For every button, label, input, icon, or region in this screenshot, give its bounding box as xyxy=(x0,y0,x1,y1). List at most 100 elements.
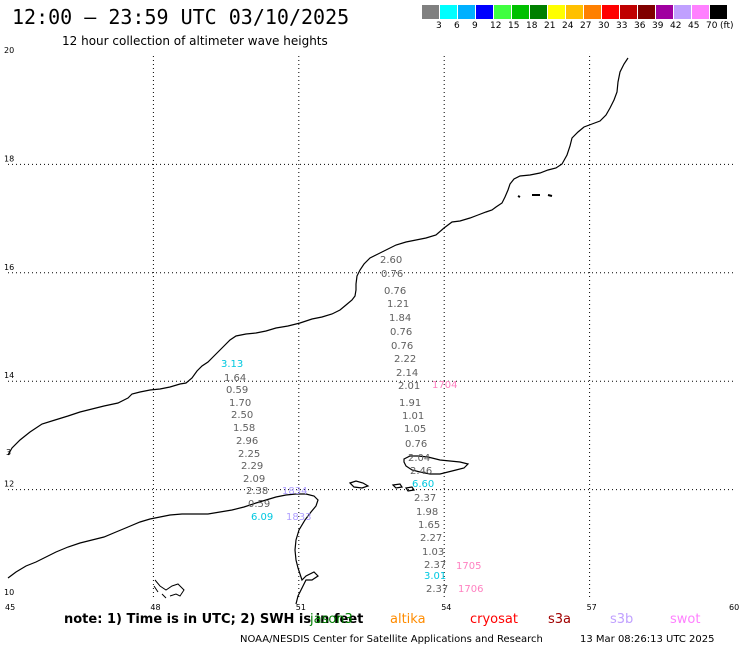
legend-swatch xyxy=(476,5,494,19)
legend-label: 15 xyxy=(508,21,520,31)
legend-label: 30 xyxy=(598,21,610,31)
legend-swatches xyxy=(422,5,732,19)
coastline-islet-3 xyxy=(404,486,416,492)
legend-swatch xyxy=(458,5,476,19)
legend-swatch xyxy=(494,5,512,19)
wave-height-label: 3.13 xyxy=(221,359,243,370)
legend-label: 18 xyxy=(526,21,538,31)
wave-height-label: 2.50 xyxy=(231,410,253,421)
legend-label: 39 xyxy=(652,21,664,31)
wave-height-label: 2.60 xyxy=(380,255,402,266)
satellite-label-s3a: s3a xyxy=(548,612,572,627)
wave-height-label: 2.04 xyxy=(408,453,430,464)
wave-height-label: 1.65 xyxy=(418,520,440,531)
lon-tick-label: 45 xyxy=(5,603,15,610)
satellite-label-swot: swot xyxy=(670,612,701,627)
satellite-label-altika: altika xyxy=(390,612,426,627)
wave-height-label: 1.84 xyxy=(389,313,411,324)
legend-swatch xyxy=(530,5,548,19)
legend-label: 21 xyxy=(544,21,556,31)
footnote: note: 1) Time is in UTC; 2) SWH is in fe… xyxy=(64,612,364,627)
pass-time-label: 1704 xyxy=(432,380,457,391)
wave-height-label: 2.38 xyxy=(246,486,268,497)
wave-height-label: 0.59 xyxy=(226,385,248,396)
wave-height-label: 0.76 xyxy=(391,341,413,352)
coastline-islet-2 xyxy=(391,483,404,489)
wave-height-label: 2.37 xyxy=(414,493,436,504)
legend-swatch xyxy=(620,5,638,19)
wave-height-label: 0.76 xyxy=(405,439,427,450)
wave-height-label: 2.14 xyxy=(396,368,418,379)
wave-height-label: 6.09 xyxy=(251,512,273,523)
lon-tick-label: 54 xyxy=(441,603,451,610)
wave-height-label: 0.76 xyxy=(381,269,403,280)
lon-tick-label: 57 xyxy=(587,603,597,610)
coastline-islet-1 xyxy=(348,480,370,489)
wave-height-label: 1.21 xyxy=(387,299,409,310)
wave-height-label: 2.29 xyxy=(241,461,263,472)
legend-label: 3 xyxy=(436,21,442,31)
legend-label: 9 xyxy=(472,21,478,31)
pass-time-label: 1706 xyxy=(458,584,483,595)
wave-height-label: 2.09 xyxy=(243,474,265,485)
legend-swatch xyxy=(584,5,602,19)
legend-swatch xyxy=(422,5,440,19)
wave-height-label: 1.05 xyxy=(404,424,426,435)
lat-tick-label: 16 xyxy=(4,263,14,272)
legend-swatch xyxy=(566,5,584,19)
wave-height-label: 3.01 xyxy=(424,571,446,582)
legend-swatch xyxy=(674,5,692,19)
wave-height-label: 2.22 xyxy=(394,354,416,365)
wave-height-label: 0.59 xyxy=(248,499,270,510)
wave-height-label: 2.27 xyxy=(420,533,442,544)
satellite-label-cryosat: cryosat xyxy=(470,612,518,627)
pass-time-label: 1833 xyxy=(286,512,311,523)
wave-height-label: 1.01 xyxy=(402,411,424,422)
pass-time-label: 1705 xyxy=(456,561,481,572)
lat-tick-label: 18 xyxy=(4,154,14,163)
lat-lon-grid xyxy=(8,56,735,598)
coastline xyxy=(7,57,629,605)
wave-height-label: 1.58 xyxy=(233,423,255,434)
legend-swatch xyxy=(512,5,530,19)
wave-height-label: 1.91 xyxy=(399,398,421,409)
coastline-arabian-peninsula xyxy=(7,57,629,456)
wave-height-label: 6.60 xyxy=(412,479,434,490)
lat-tick-label: 12 xyxy=(4,480,14,489)
legend-label: 33 xyxy=(616,21,628,31)
legend-label: 6 xyxy=(454,21,460,31)
legend-label: 12 xyxy=(490,21,502,31)
legend-swatch xyxy=(638,5,656,19)
wave-height-label: 2.01 xyxy=(398,381,420,392)
coastline-horn-of-africa xyxy=(7,493,319,605)
color-legend: 3 6 9 12 15 18 21 24 27 30 33 36 39 42 45 70 (ft) xyxy=(422,5,734,33)
coastline-socotra xyxy=(403,455,470,475)
wave-height-label: 1.64 xyxy=(224,373,246,384)
legend-label: 27 xyxy=(580,21,592,31)
lat-tick-label: 14 xyxy=(4,371,14,380)
wave-height-label: 2.37 xyxy=(424,560,446,571)
wave-height-label: 2.46 xyxy=(410,466,432,477)
wave-height-label: 1.03 xyxy=(422,547,444,558)
legend-swatch xyxy=(692,5,710,19)
wave-height-label: 2.25 xyxy=(238,449,260,460)
coastline-somalia-outlet xyxy=(153,579,185,599)
map-title: 12:00 – 23:59 UTC 03/10/2025 xyxy=(12,5,350,29)
legend-swatch xyxy=(656,5,674,19)
legend-label: 42 xyxy=(670,21,682,31)
lat-tick-label: 10 xyxy=(4,588,14,597)
legend-swatch xyxy=(440,5,458,19)
legend-swatch xyxy=(548,5,566,19)
legend-swatch xyxy=(602,5,620,19)
legend-unit: (ft) xyxy=(720,21,734,31)
legend-labels: 3 6 9 12 15 18 21 24 27 30 33 36 39 42 45 70 (ft) xyxy=(422,19,734,33)
wave-height-label: 2.96 xyxy=(236,436,258,447)
credit-text: NOAA/NESDIS Center for Satellite Applica… xyxy=(240,634,543,645)
lon-tick-label: 51 xyxy=(296,603,306,610)
lon-tick-label: 48 xyxy=(150,603,160,610)
legend-label: 45 xyxy=(688,21,700,31)
lon-tick-label: 60 xyxy=(729,603,739,610)
timestamp-text: 13 Mar 08:26:13 UTC 2025 xyxy=(580,634,715,645)
track-west-observations: 3.131.640.591.702.501.582.962.252.292.09… xyxy=(221,359,311,523)
